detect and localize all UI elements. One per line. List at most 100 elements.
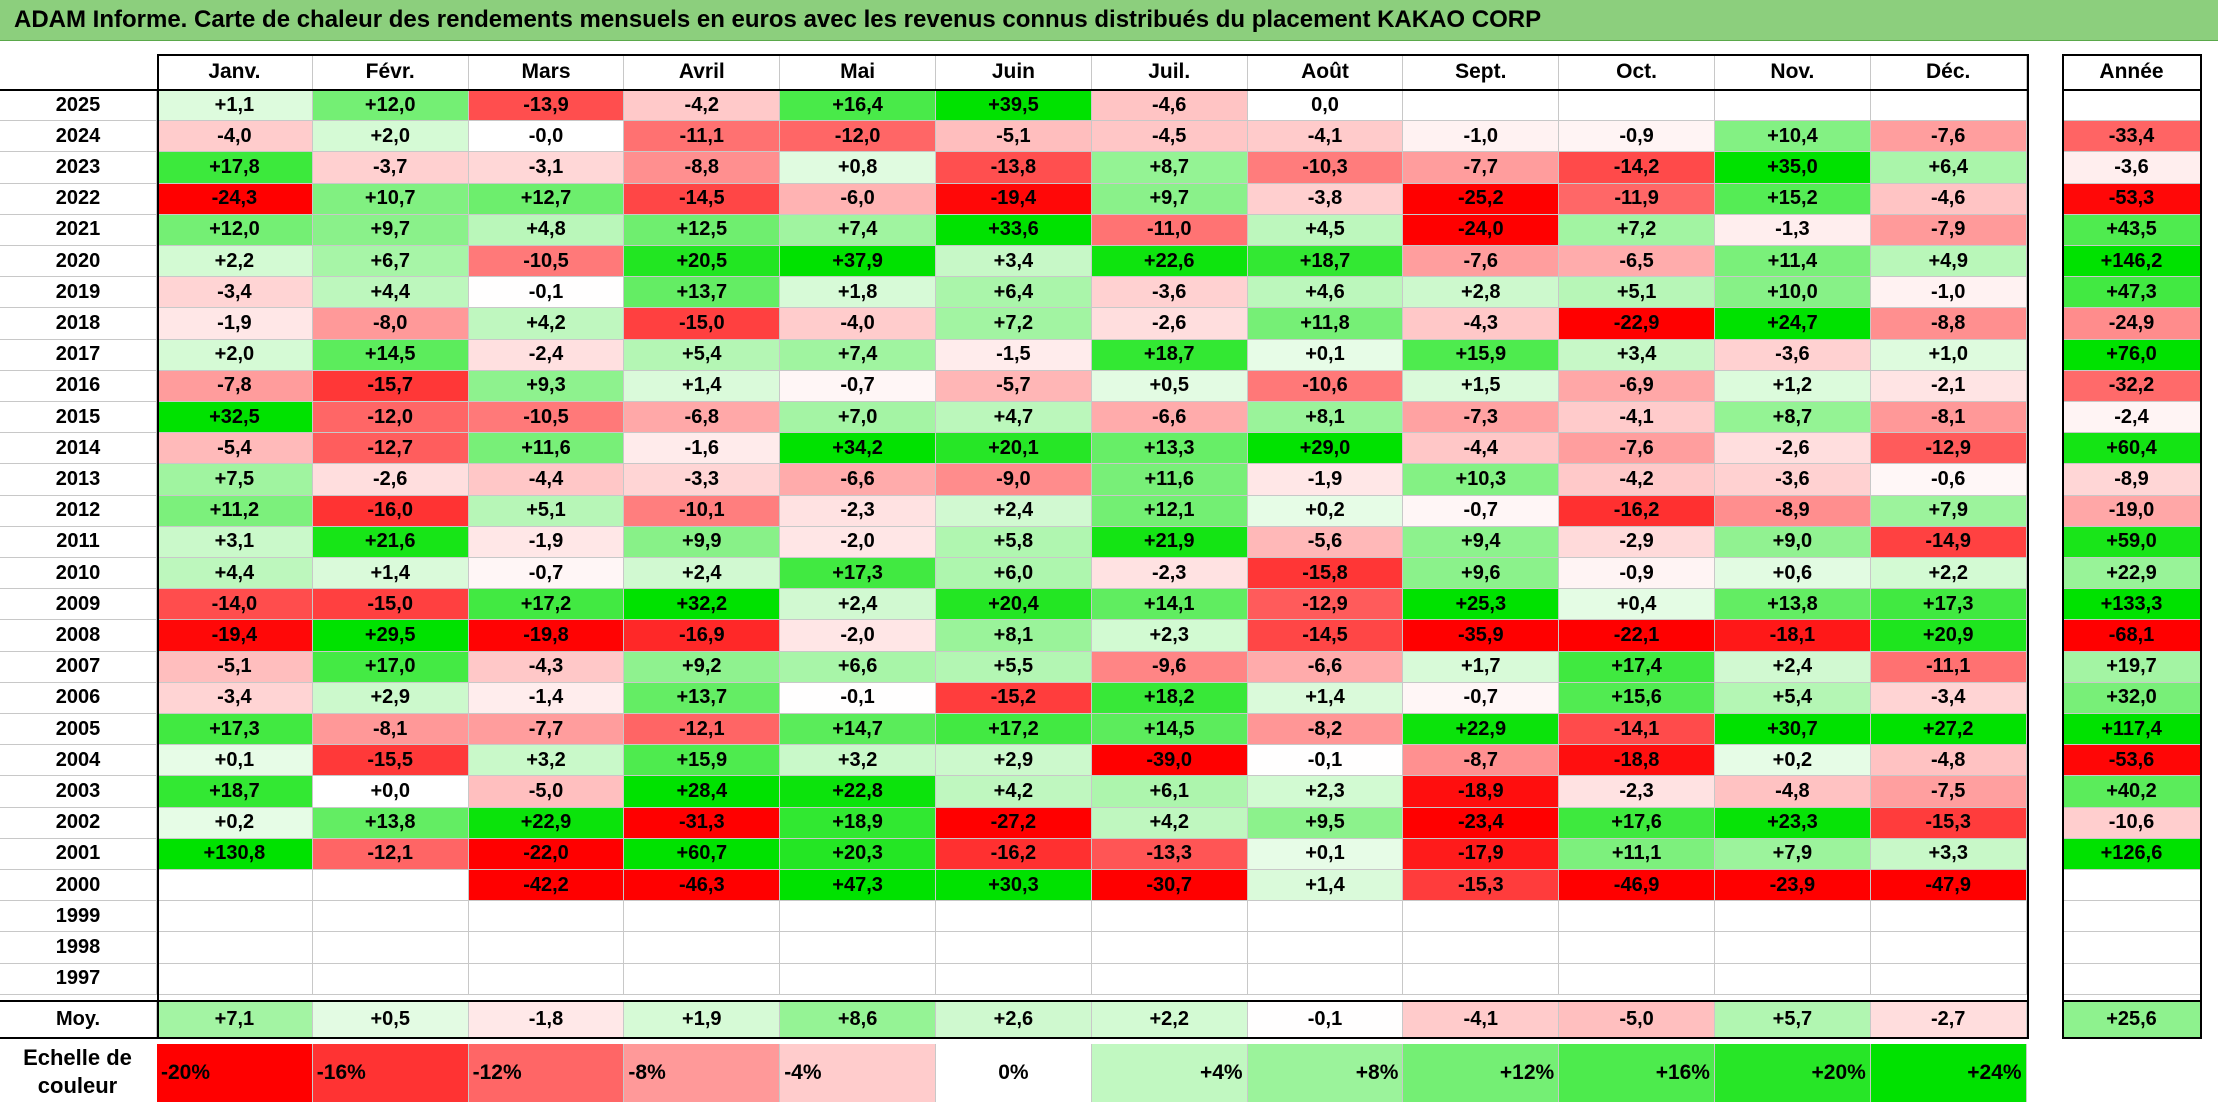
heatmap-cell: +17,3: [780, 558, 936, 590]
month-header: Août: [1247, 54, 1404, 90]
heatmap-cell: +23,3: [1715, 807, 1871, 839]
average-top-line-annual: [2062, 999, 2202, 1002]
year-label: 2015: [0, 402, 157, 434]
heatmap-cell: -12,1: [312, 838, 469, 870]
heatmap-cell: [1870, 901, 2027, 933]
heatmap-cell: +4,9: [1870, 246, 2027, 278]
year-label: 2013: [0, 464, 157, 496]
heatmap-cell: +18,9: [780, 807, 936, 839]
heatmap-cell: +18,2: [1091, 682, 1248, 714]
month-header: Juil.: [1091, 54, 1248, 90]
heatmap-cell: +6,6: [780, 651, 936, 683]
heatmap-cell: +20,3: [780, 838, 936, 870]
heatmap-cell: +17,4: [1559, 651, 1715, 683]
heatmap-cell: +6,0: [936, 558, 1092, 590]
heatmap-cell: -11,1: [624, 121, 781, 153]
heatmap-cell: +16,4: [780, 90, 936, 122]
heatmap-cell: -10,6: [1247, 370, 1404, 402]
heatmap-cell: +10,3: [1403, 464, 1560, 496]
heatmap-cell: -15,5: [312, 745, 469, 777]
heatmap-cell: -8,1: [312, 714, 469, 746]
heatmap-cell: +20,9: [1870, 620, 2027, 652]
heatmap-cell: +1,8: [780, 277, 936, 309]
heatmap-cell: -22,9: [1559, 308, 1715, 340]
heatmap-cell: -23,4: [1403, 807, 1560, 839]
heatmap-cell: -18,8: [1559, 745, 1715, 777]
heatmap-cell: -47,9: [1870, 870, 2027, 902]
heatmap-cell: -16,2: [936, 838, 1092, 870]
heatmap-cell: +10,0: [1715, 277, 1871, 309]
heatmap-cell: +13,8: [1715, 589, 1871, 621]
average-cell: +2,2: [1091, 1001, 1248, 1038]
heatmap-cell: [157, 963, 313, 995]
heatmap-cell: [936, 963, 1092, 995]
heatmap-cell: +6,1: [1091, 776, 1248, 808]
heatmap-cell: +11,6: [1091, 464, 1248, 496]
heatmap-cell: -15,2: [936, 682, 1092, 714]
heatmap-cell: [1247, 932, 1404, 964]
heatmap-cell: -5,7: [936, 370, 1092, 402]
heatmap-cell: +1,7: [1403, 651, 1560, 683]
heatmap-cell: -1,4: [468, 682, 625, 714]
heatmap-cell: -23,9: [1715, 870, 1871, 902]
month-header: Oct.: [1559, 54, 1715, 90]
year-label: 2019: [0, 277, 157, 309]
year-label: 2017: [0, 339, 157, 371]
heatmap-cell: -35,9: [1403, 620, 1560, 652]
heatmap-cell: -12,0: [312, 402, 469, 434]
heatmap-cell: -4,3: [1403, 308, 1560, 340]
heatmap-cell: +2,0: [157, 339, 313, 371]
heatmap-cell: -1,3: [1715, 214, 1871, 246]
heatmap-cell: [780, 932, 936, 964]
heatmap-cell: [1403, 90, 1560, 122]
year-total-header: Année: [2062, 54, 2202, 90]
heatmap-cell: [1870, 963, 2027, 995]
heatmap-cell: -3,6: [1715, 339, 1871, 371]
heatmap-cell: +14,1: [1091, 589, 1248, 621]
heatmap-cell: +4,6: [1247, 277, 1404, 309]
heatmap-cell: -3,1: [468, 152, 625, 184]
color-scale-swatch: -20%: [157, 1044, 313, 1102]
heatmap-cell: -3,6: [1091, 277, 1248, 309]
heatmap-cell: +17,2: [468, 589, 625, 621]
heatmap-cell: +2,9: [936, 745, 1092, 777]
year-label: 2010: [0, 558, 157, 590]
heatmap-cell: +1,4: [1247, 870, 1404, 902]
month-header: Sept.: [1403, 54, 1560, 90]
heatmap-cell: +8,7: [1091, 152, 1248, 184]
heatmap-cell: +17,0: [312, 651, 469, 683]
heatmap-cell: -13,8: [936, 152, 1092, 184]
heatmap-cell: [468, 901, 625, 933]
annual-cell: [2062, 901, 2202, 933]
color-scale-swatch: -12%: [468, 1044, 625, 1102]
heatmap-cell: [624, 901, 781, 933]
heatmap-cell: +21,9: [1091, 526, 1248, 558]
heatmap-cell: [624, 932, 781, 964]
heatmap-cell: [157, 870, 313, 902]
year-label: 1998: [0, 932, 157, 964]
heatmap-cell: -2,0: [780, 620, 936, 652]
heatmap-cell: [1715, 901, 1871, 933]
color-scale-swatch: 0%: [936, 1044, 1092, 1102]
annual-cell: [2062, 870, 2202, 902]
heatmap-cell: +15,2: [1715, 183, 1871, 215]
heatmap-cell: +5,5: [936, 651, 1092, 683]
annual-cell: -53,6: [2062, 745, 2202, 777]
annual-cell: +19,7: [2062, 651, 2202, 683]
heatmap-cell: -7,7: [1403, 152, 1560, 184]
year-label: 2020: [0, 246, 157, 278]
heatmap-cell: +2,3: [1091, 620, 1248, 652]
heatmap-cell: -6,6: [1247, 651, 1404, 683]
annual-cell: +146,2: [2062, 246, 2202, 278]
heatmap-cell: +9,3: [468, 370, 625, 402]
year-label: 2000: [0, 870, 157, 902]
average-cell: +7,1: [157, 1001, 313, 1038]
heatmap-cell: +11,1: [1559, 838, 1715, 870]
heatmap-cell: +25,3: [1403, 589, 1560, 621]
heatmap-cell: +1,5: [1403, 370, 1560, 402]
heatmap-cell: -15,0: [624, 308, 781, 340]
heatmap-cell: +1,0: [1870, 339, 2027, 371]
heatmap-cell: -9,0: [936, 464, 1092, 496]
heatmap-cell: -4,3: [468, 651, 625, 683]
heatmap-cell: -10,5: [468, 402, 625, 434]
